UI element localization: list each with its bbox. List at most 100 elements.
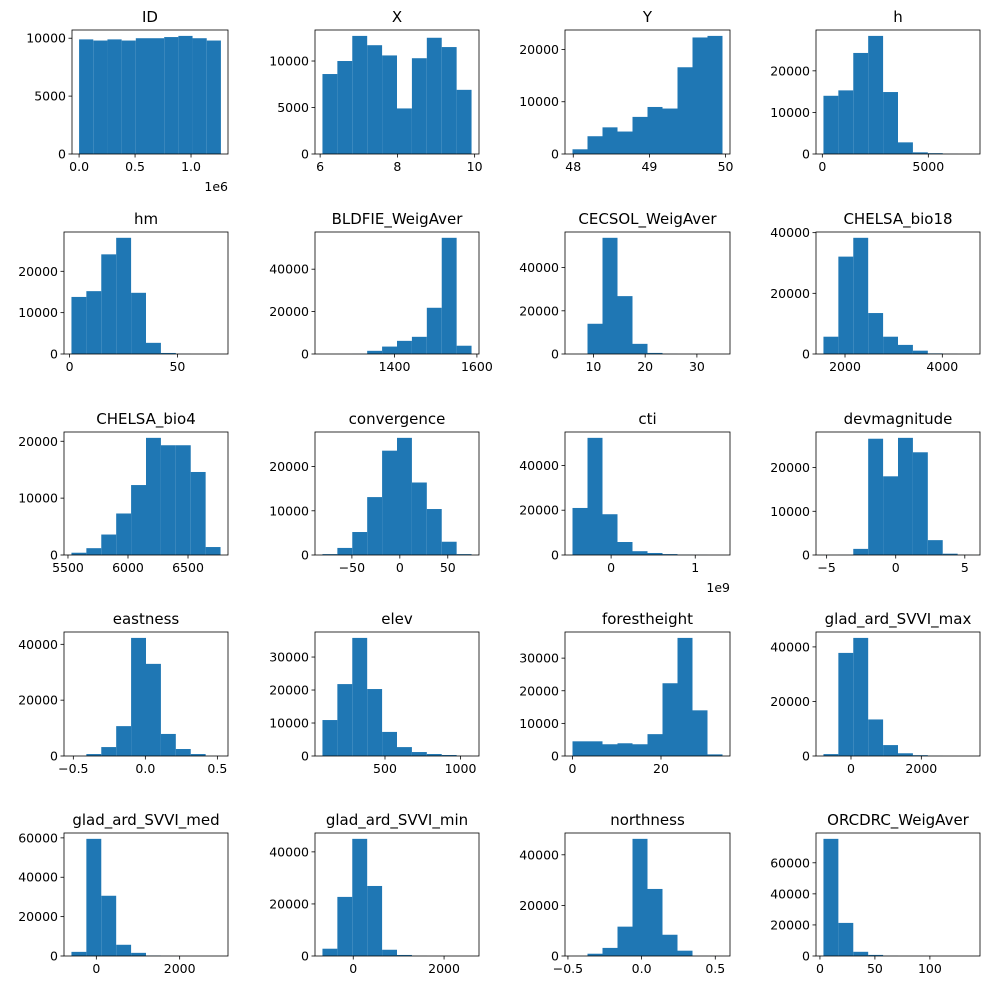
panel-title: CECSOL_WeigAver — [578, 210, 717, 229]
histogram-panel: 1400 1600 0 20000 40000 BLDFIE_WeigAver — [269, 210, 493, 374]
x-tick-label: −5 — [817, 560, 835, 575]
histogram-bar — [823, 754, 839, 756]
y-tick-label: 40000 — [18, 870, 58, 885]
x-tick-label: 1400 — [379, 359, 411, 374]
histogram-bar — [86, 548, 102, 555]
histogram-bar — [121, 40, 136, 154]
x-tick-label: 10 — [585, 359, 601, 374]
histogram-bar — [823, 95, 839, 154]
histogram-bar — [602, 744, 618, 756]
y-tick-label: 0 — [802, 548, 810, 563]
histogram-panel: 0 1 0 20000 40000 cti 1e9 — [519, 410, 731, 595]
histogram-bar — [146, 342, 161, 354]
x-tick-label: 30 — [689, 359, 705, 374]
histogram-panel: −5 0 5 0 10000 20000 devmagnitude — [770, 410, 981, 575]
histogram-bar — [912, 755, 928, 756]
axes-frame — [564, 832, 731, 957]
y-tick-label: 0 — [50, 548, 58, 563]
y-tick-label: 20000 — [770, 63, 810, 78]
x-tick-label: 100 — [918, 961, 942, 976]
x-tick-label: 0.0 — [69, 159, 89, 174]
histogram-bar — [131, 952, 146, 956]
histogram-bar — [205, 547, 221, 555]
x-tick-label: 50 — [169, 359, 185, 374]
histogram-bar — [602, 514, 618, 555]
histogram-bar — [175, 749, 191, 756]
histogram-bar — [352, 838, 368, 956]
histogram-panel: −50 0 50 0 10000 20000 convergence — [269, 410, 480, 575]
histogram-bar — [853, 637, 869, 756]
histogram-bar — [107, 39, 122, 154]
x-tick-label: 2000 — [905, 761, 937, 776]
histogram-bar — [101, 534, 117, 555]
histogram-bar — [411, 752, 427, 756]
histogram-bar — [190, 754, 206, 756]
y-tick-label: 0 — [301, 347, 309, 362]
histogram-bar — [868, 35, 884, 154]
histogram-bar — [116, 726, 132, 756]
x-tick-label: 6 — [316, 159, 324, 174]
x-tick-label: 20 — [637, 359, 653, 374]
panel-title: cti — [638, 410, 656, 428]
x-offset-label: 1e6 — [204, 179, 228, 194]
y-tick-label: 0 — [802, 749, 810, 764]
y-tick-label: 20000 — [18, 434, 58, 449]
panel-title: northness — [610, 811, 685, 829]
y-tick-label: 40000 — [519, 260, 559, 275]
histogram-bar — [838, 90, 854, 154]
y-tick-label: 20000 — [770, 286, 810, 301]
x-tick-label: 2000 — [428, 961, 460, 976]
y-tick-label: 10000 — [519, 716, 559, 731]
histogram-bar — [352, 637, 368, 756]
histogram-bar — [367, 45, 383, 154]
histogram-panel: 0 5000 0 10000 20000 h — [770, 8, 981, 174]
x-tick-label: 0 — [66, 359, 74, 374]
x-tick-label: 0 — [92, 961, 100, 976]
y-tick-label: 40000 — [770, 225, 810, 240]
x-tick-label: 20 — [653, 761, 669, 776]
axes-frame — [815, 29, 981, 155]
histogram-bar — [367, 497, 383, 555]
histogram-bar — [411, 58, 427, 155]
x-offset-label: 1e9 — [706, 580, 730, 595]
x-tick-label: 0 — [818, 159, 826, 174]
histogram-bar — [337, 684, 353, 756]
histogram-bar — [898, 344, 913, 354]
histogram-bar — [441, 755, 457, 756]
histogram-panel: 0.0 0.5 1.0 0 5000 10000 ID 1e6 — [26, 8, 229, 194]
axes-frame — [314, 832, 480, 957]
histogram-bar — [912, 152, 928, 154]
histogram-bar — [160, 352, 176, 354]
histogram-bar — [206, 40, 221, 154]
histogram-bar — [823, 336, 839, 354]
histogram-bar — [192, 38, 207, 155]
histogram-bar — [677, 637, 693, 756]
panel-title: ID — [142, 8, 158, 26]
histogram-bar — [86, 754, 102, 756]
x-tick-label: 0 — [892, 560, 900, 575]
histogram-bar — [441, 47, 457, 154]
histogram-bar — [662, 683, 678, 756]
y-tick-label: 0 — [58, 147, 66, 162]
histogram-bar — [456, 554, 472, 555]
histogram-bar — [367, 350, 383, 354]
y-tick-label: 40000 — [269, 844, 309, 859]
histogram-bar — [838, 256, 854, 354]
x-tick-label: 0 — [607, 560, 615, 575]
x-tick-label: 1000 — [445, 761, 477, 776]
axes-frame — [564, 431, 731, 556]
panel-title: convergence — [349, 410, 446, 428]
panel-title: X — [392, 8, 402, 26]
histogram-bar — [647, 888, 663, 956]
histogram-bar — [352, 532, 368, 555]
histogram-bar — [101, 254, 117, 354]
y-tick-label: 20000 — [18, 909, 58, 924]
histogram-bar — [337, 896, 353, 956]
x-tick-label: 1 — [691, 560, 699, 575]
histogram-bar — [647, 734, 663, 756]
y-tick-label: 5000 — [277, 100, 309, 115]
histogram-bar — [883, 92, 898, 154]
histogram-bar — [116, 237, 132, 354]
